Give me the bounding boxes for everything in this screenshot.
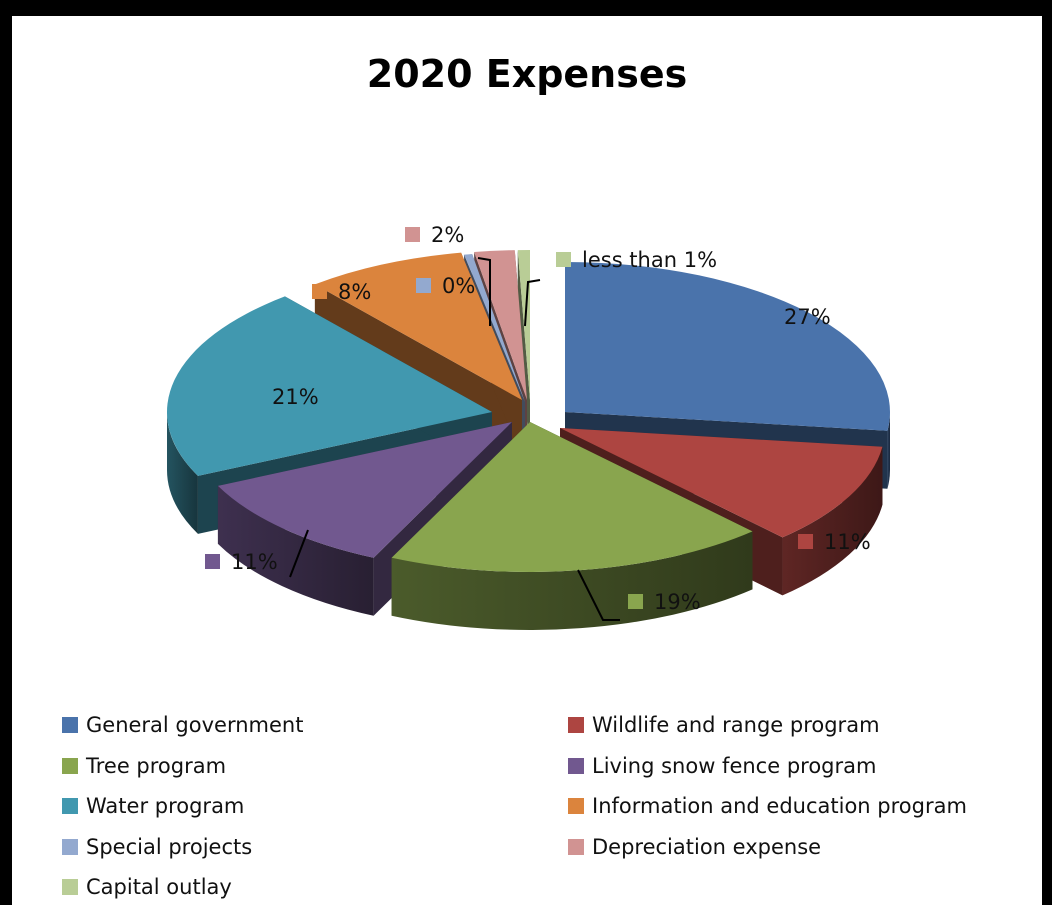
data-label-marker: [405, 227, 420, 242]
legend-swatch: [568, 757, 584, 774]
legend-label: Living snow fence program: [592, 753, 877, 778]
pie-slice-top: [314, 252, 522, 400]
legend-item: General government: [62, 712, 303, 738]
data-label-marker: [312, 284, 327, 299]
legend-swatch: [568, 717, 584, 733]
pie-slice-wall: [887, 412, 891, 489]
legend-label: Water program: [86, 794, 245, 818]
legend-label: Wildlife and range program: [592, 713, 880, 737]
legend-swatch: [62, 757, 78, 774]
legend-label: Capital outlay: [86, 875, 232, 899]
pie-slice-top: [474, 250, 527, 400]
legend-item: Water program: [62, 793, 244, 819]
pie-slice-wall: [391, 531, 753, 630]
pie-slice-top: [217, 422, 512, 558]
legend-label: Tree program: [86, 753, 227, 778]
legend-item: Information and education program: [568, 793, 967, 819]
data-label: 2%: [431, 223, 464, 247]
legend-swatch: [62, 838, 78, 855]
leader-line: [577, 569, 620, 621]
chart-title: 2020 Expenses: [366, 52, 688, 96]
legend-swatch: [568, 798, 584, 814]
legend-item: Capital outlay: [62, 874, 232, 900]
data-label-marker: [798, 534, 813, 549]
pie-slice-top: [166, 296, 492, 476]
legend-swatch: [62, 798, 78, 814]
pie-slice-wall: [217, 485, 374, 616]
legend-label: Special projects: [86, 834, 253, 859]
legend-item: Living snow fence program: [568, 753, 876, 779]
data-label-marker: [758, 309, 773, 324]
legend-item: Depreciation expense: [568, 834, 821, 860]
pie-slice-wall: [782, 446, 883, 596]
data-label-marker: [246, 389, 261, 404]
data-label-marker: [628, 594, 643, 609]
data-label-marker: [205, 554, 220, 569]
leader-line: [289, 529, 309, 578]
data-label: 21%: [272, 385, 319, 409]
data-label-marker: [416, 278, 431, 293]
pie-slice-wall: [167, 412, 198, 534]
legend-swatch: [62, 717, 78, 733]
legend-swatch: [568, 838, 584, 855]
pie-slice-top: [464, 253, 525, 402]
data-label: 11%: [824, 530, 871, 554]
legend-item: Special projects: [62, 834, 252, 860]
leader-line: [477, 257, 491, 326]
legend-swatch: [62, 879, 78, 895]
data-label: 0%: [442, 274, 475, 298]
data-label: 8%: [338, 280, 371, 304]
legend-item: Wildlife and range program: [568, 712, 880, 738]
legend-item: Tree program: [62, 753, 226, 779]
data-label: 27%: [784, 305, 831, 329]
data-label-marker: [556, 252, 571, 267]
pie-slice: [391, 422, 753, 630]
data-label: 19%: [654, 590, 701, 614]
pie-slice-top: [391, 422, 753, 572]
pie-slice-top: [565, 262, 890, 431]
leader-line: [524, 279, 541, 327]
data-label: less than 1%: [582, 248, 717, 272]
data-label: 11%: [231, 550, 278, 574]
legend-label: General government: [86, 713, 304, 737]
pie-slice-top: [560, 428, 883, 538]
legend-label: Depreciation expense: [592, 834, 822, 859]
legend-label: Information and education program: [592, 794, 967, 818]
